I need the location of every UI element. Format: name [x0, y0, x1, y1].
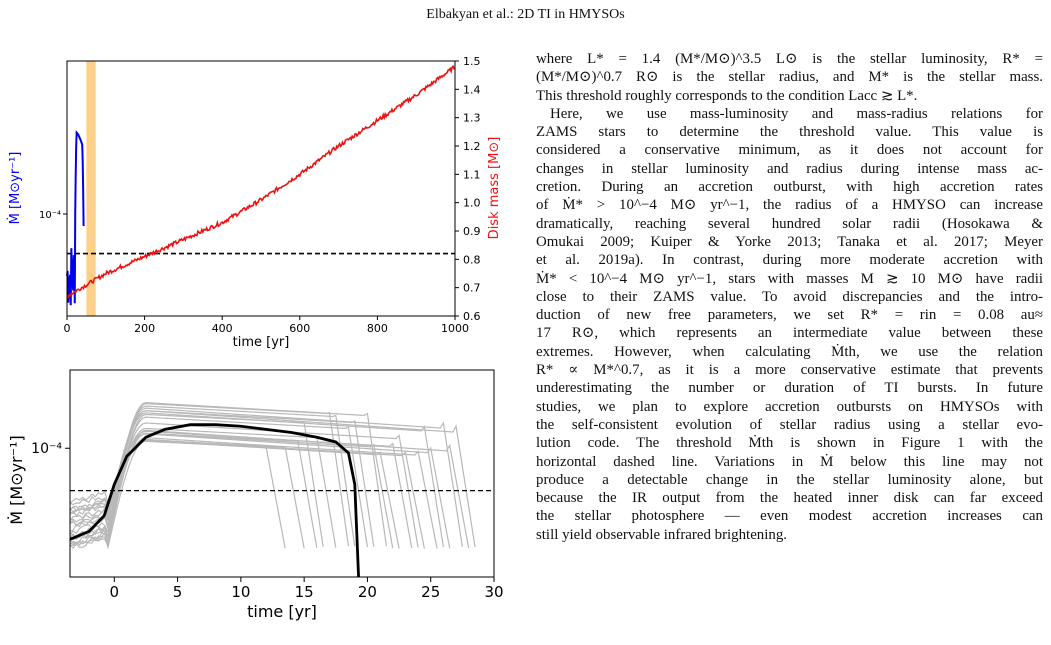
text-line: Omukai 2009; Kuiper & Yorke 2013; Tanaka… [536, 233, 1043, 250]
x-tick-label: 800 [367, 322, 388, 335]
thin-curve [69, 410, 476, 548]
series-mean [69, 423, 360, 578]
y-tick-label: 10⁻⁴ [31, 441, 62, 457]
text-line: extremes. However, when calculating Ṁth,… [536, 343, 1043, 360]
text-line: considered a conservative minimum, as it… [536, 142, 1043, 159]
y-tick-label: 10⁻⁴ [39, 210, 61, 221]
x-tick-label: 0 [64, 322, 71, 335]
thin-curve [69, 422, 419, 548]
text-line: lution code. The threshold Ṁth is shown … [536, 435, 1043, 452]
thin-curve [69, 407, 463, 547]
body-text-column: where L* = 1.4 (M*/M⊙)^3.5 L⊙ is the ste… [536, 50, 1043, 544]
text-line: because the IR output from the heated in… [536, 490, 1043, 507]
text-line: still yield observable infrared brighten… [536, 526, 788, 543]
text-line: close to their ZAMS value. To avoid disc… [536, 288, 1043, 305]
x-tick-label: 1000 [441, 322, 469, 335]
text-line: ZAMS stars to determine the threshold va… [536, 124, 1043, 141]
thin-curve [69, 440, 400, 550]
bottom-x-label: time [yr] [247, 602, 317, 621]
text-line: produce a detectable change in the stell… [536, 471, 1043, 488]
text-line: the stellar photosphere — even modest ac… [536, 508, 1043, 525]
top-x-label: time [yr] [233, 335, 290, 350]
highlight-band [86, 61, 96, 316]
y2-tick-label: 1.5 [463, 55, 481, 68]
bottom-panel: 0 5 10 15 20 25 30 10⁻⁴ time [yr] Ṁ [M⊙yr⁻¹] [7, 369, 504, 621]
text-line: Ṁ* < 10^−4 M⊙ yr^−1, stars with masses M… [536, 270, 1043, 287]
text-line: (M*/M⊙)^0.7 R⊙ is the stellar radius, an… [536, 69, 1043, 86]
text-line: R* ∝ M*^0.7, as it is a more conservativ… [536, 362, 1043, 379]
x-tick-label: 600 [289, 322, 310, 335]
text-line: 17 R⊙, which represents an intermediate … [536, 325, 1043, 342]
x-tick-label: 5 [173, 583, 183, 601]
x-tick-label: 400 [212, 322, 233, 335]
text-line: the self-consistent evolution of stellar… [536, 416, 1043, 433]
running-header: Elbakyan et al.: 2D TI in HMYSOs [426, 7, 625, 22]
text-line: underestimating the number or duration o… [536, 380, 1043, 397]
x-tick-label: 15 [295, 583, 314, 601]
text-line: cretion. During an accretion outburst, w… [536, 179, 1043, 196]
thin-curve [69, 433, 451, 549]
top-axes-frame [66, 60, 456, 317]
y2-tick-label: 1.1 [463, 168, 481, 181]
figure-1: 0 200 400 600 800 10000.60.70.80.91.01.11.21.… [7, 55, 504, 621]
y2-tick-label: 1.3 [463, 112, 481, 125]
text-line: dramatically, reaching several hundred s… [536, 215, 1043, 232]
y2-tick-label: 0.8 [463, 253, 481, 266]
x-tick-label: 200 [134, 322, 155, 335]
y2-tick-label: 1.4 [463, 83, 481, 96]
x-tick-label: 20 [358, 583, 377, 601]
bottom-y-label: Ṁ [M⊙yr⁻¹] [7, 435, 26, 525]
thin-curve [69, 429, 470, 549]
text-line: studies, we plan to explore accretion ou… [536, 398, 1043, 415]
text-line: horizontal dashed line. Variations in Ṁ … [536, 453, 1043, 470]
x-tick-label: 25 [421, 583, 440, 601]
text-line: changes in stellar luminosity and radius… [536, 160, 1043, 177]
top-y-label: Ṁ [M⊙yr⁻¹] [7, 152, 23, 225]
text-line: of Ṁ* > 10^−4 M⊙ yr^−1, the radius of a … [536, 197, 1043, 214]
text-line: Here, we use mass-luminosity and mass-ra… [550, 105, 1043, 122]
text-line: duction of new free parameters, we set R… [536, 307, 1043, 324]
series-disk-mass [66, 64, 456, 299]
y2-tick-label: 1.0 [463, 197, 481, 210]
y2-tick-label: 1.2 [463, 140, 481, 153]
thin-curves [69, 402, 476, 550]
text-line: et al. 2019a). In contrast, during more … [536, 252, 1043, 269]
x-tick-label: 30 [484, 583, 503, 601]
y2-tick-label: 0.6 [463, 310, 481, 323]
x-tick-label: 10 [231, 583, 250, 601]
x-tick-label: 0 [110, 583, 120, 601]
top-y2-label: Disk mass [M⊙] [487, 137, 502, 240]
series-mdot [66, 130, 85, 306]
text-line: This threshold roughly corresponds to th… [536, 87, 918, 104]
y2-tick-label: 0.9 [463, 225, 481, 238]
bottom-axes-frame [69, 369, 495, 578]
y2-tick-label: 0.7 [463, 282, 481, 295]
text-line: where L* = 1.4 (M*/M⊙)^3.5 L⊙ is the ste… [536, 51, 1043, 67]
thin-curve [69, 412, 444, 548]
